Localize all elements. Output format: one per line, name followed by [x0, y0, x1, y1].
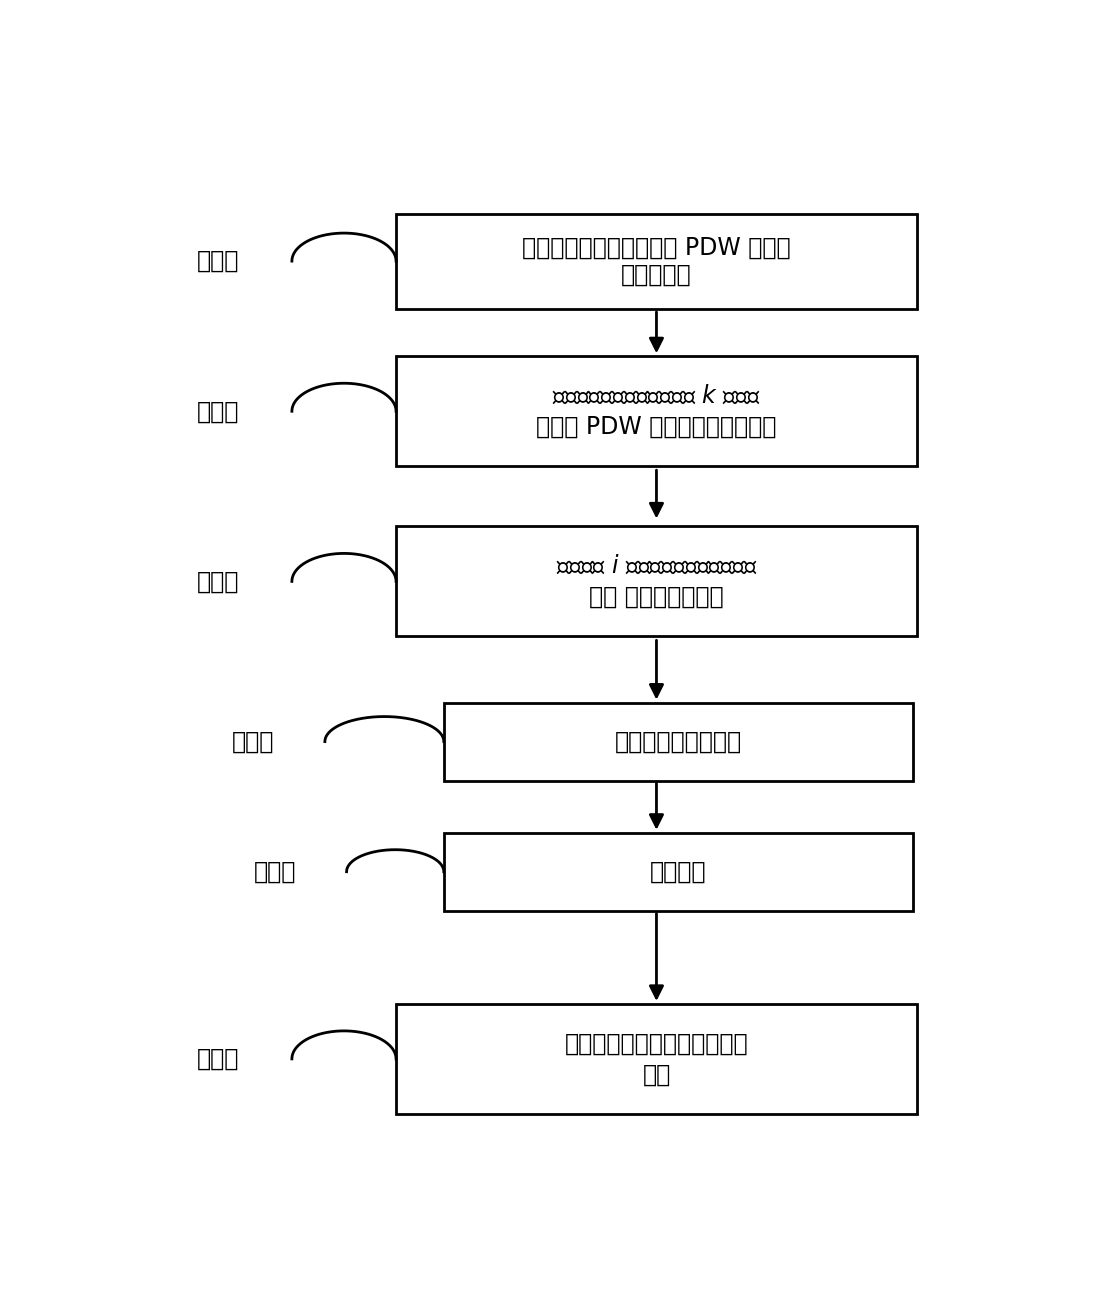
Text: 步骤六: 步骤六: [197, 1046, 240, 1071]
Bar: [396, 356, 917, 467]
Text: 雷达信号分选系统中，给定 $k$ 类雷达: 雷达信号分选系统中，给定 $k$ 类雷达: [552, 384, 760, 408]
Text: 一化预处理: 一化预处理: [622, 263, 692, 286]
Text: 分选: 分选: [643, 1062, 671, 1087]
Text: 本集 完备或者过完备: 本集 完备或者过完备: [589, 585, 724, 608]
Text: 求稀疏解: 求稀疏解: [650, 859, 707, 884]
Text: 步骤三: 步骤三: [197, 569, 240, 593]
Text: 信号的 PDW 向量组成训练样本集: 信号的 PDW 向量组成训练样本集: [536, 415, 776, 438]
Text: 步骤四: 步骤四: [232, 729, 274, 754]
Bar: [396, 1004, 917, 1114]
Text: 步骤二: 步骤二: [197, 399, 240, 424]
Text: 过完备字典稀疏表示: 过完备字典稀疏表示: [615, 729, 741, 754]
Bar: [444, 833, 913, 911]
Bar: [396, 213, 917, 308]
Text: 步骤一: 步骤一: [197, 250, 240, 273]
Text: 根据稀疏解之间的相关性进行: 根据稀疏解之间的相关性进行: [564, 1031, 748, 1056]
Text: 步骤五: 步骤五: [253, 859, 296, 884]
Bar: [396, 526, 917, 637]
Text: 对任意第 $i$ 类雷达信号，若其训练样: 对任意第 $i$ 类雷达信号，若其训练样: [556, 554, 757, 578]
Bar: [444, 702, 913, 780]
Text: 对雷达信号的脉冲描述字 PDW 进行归: 对雷达信号的脉冲描述字 PDW 进行归: [522, 235, 791, 260]
